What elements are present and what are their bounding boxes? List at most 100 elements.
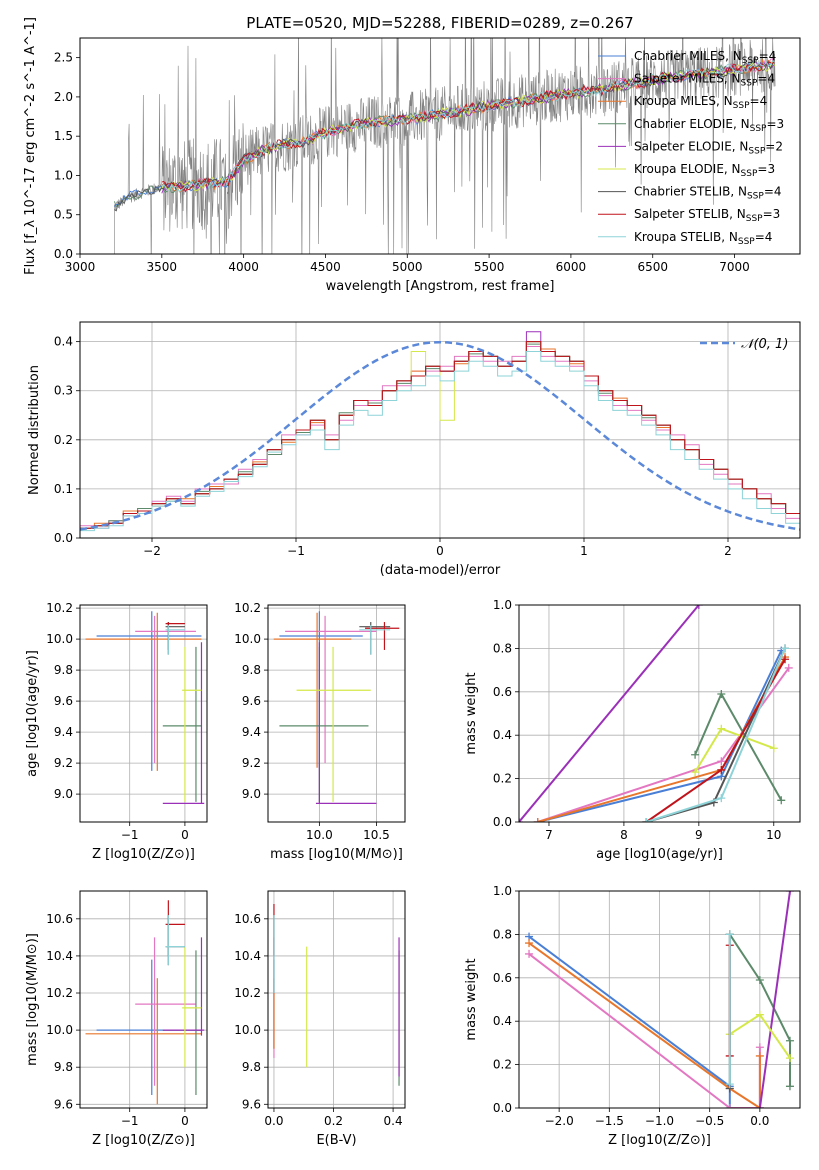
weight-marker [725, 1080, 734, 1089]
y-tick-label: 9.8 [54, 663, 73, 677]
weight-marker [755, 1051, 764, 1060]
weight-marker [785, 1036, 794, 1045]
plot-frame [518, 604, 801, 823]
y-tick-label: 0.6 [493, 971, 512, 985]
errorbar-chabrier-miles [96, 611, 202, 771]
y-tick-label: 0.2 [493, 772, 512, 786]
y-tick-label: 10.4 [46, 949, 73, 963]
y-tick-label: 9.8 [242, 1060, 261, 1074]
y-tick-label: 9.8 [54, 1060, 73, 1074]
y-tick-label: 9.0 [242, 787, 261, 801]
histogram-kroupa-stelib [80, 351, 800, 538]
errorbar-salpeter-elodie [162, 642, 205, 805]
y-axis-label: mass weight [464, 672, 479, 754]
y-tick-label: 10.0 [234, 1023, 261, 1037]
mass-weight-vs-age-plot-area [519, 605, 793, 822]
errorbar-salpeter-miles [285, 615, 377, 764]
mass-vs-EBV-panel: 0.0 0.2 0.4 9.6 9.8 10.0 10.2 10.4 10.6 E(B-V) [234, 890, 406, 1148]
y-tick-label: 10.2 [234, 986, 261, 1000]
x-axis-label: Z [log10(Z/Z⊙)] [92, 1133, 195, 1148]
x-tick-label: 0.0 [750, 1114, 769, 1128]
x-tick-label: −1 [121, 828, 139, 842]
weights-chabrier-miles [525, 932, 764, 1108]
weight-marker [717, 689, 726, 698]
x-tick-label: −1 [287, 544, 305, 558]
y-tick-label: 0.5 [54, 208, 73, 222]
normal-curve [80, 340, 800, 531]
errorbar-kroupa-elodie [182, 646, 202, 802]
errorbar-salpeter-elodie [315, 642, 377, 805]
legend-label: 𝒩(0, 1) [741, 337, 788, 352]
weight-line [758, 891, 791, 1108]
weight-marker [755, 1010, 764, 1019]
legend-label: Salpeter ELODIE, NSSP=2 [634, 139, 783, 156]
y-tick-label: 0.4 [493, 728, 512, 742]
y-tick-label: 0.4 [493, 1014, 512, 1028]
y-tick-label: 10.6 [234, 912, 261, 926]
errorbar-salpeter-miles [135, 937, 196, 1086]
y-tick-label: 9.6 [242, 694, 261, 708]
legend-label: Chabrier MILES, NSSP=4 [634, 49, 776, 66]
mass-weight-vs-Z-plot-area [525, 891, 794, 1108]
errorbar-kroupa-stelib [165, 625, 185, 655]
model-spectrum-chabrier-miles [114, 61, 775, 207]
weight-marker [725, 1104, 734, 1108]
errorbar-chabrier-elodie [162, 646, 202, 802]
weights-salpeter-miles [533, 663, 793, 822]
y-tick-label: 0.1 [54, 482, 73, 496]
x-tick-label: 7 [545, 828, 553, 842]
errorbar-kroupa-stelib [165, 915, 185, 966]
age-vs-Z-panel: −1 0 9.0 9.2 9.4 9.6 9.8 10.0 10.2 Z [log10(Z/Z⊙)… [25, 601, 208, 862]
weight-line [528, 935, 760, 1108]
y-tick-label: 10.0 [46, 1023, 73, 1037]
weight-marker [642, 818, 651, 822]
weights-chabrier-elodie [691, 689, 786, 805]
legend-label: Chabrier ELODIE, NSSP=3 [634, 117, 784, 134]
x-tick-label: 3000 [65, 260, 96, 274]
x-tick-label: 7000 [719, 260, 750, 274]
legend-label: Kroupa MILES, NSSP=4 [634, 94, 767, 111]
age-vs-mass-panel: 10.0 10.5 9.0 9.2 9.4 9.6 9.8 10.0 10.2 mass [log… [234, 601, 406, 862]
errorbar-chabrier-stelib [359, 622, 391, 655]
weight-marker [533, 818, 542, 822]
weight-line [728, 933, 791, 1087]
y-tick-label: 0.3 [54, 384, 73, 398]
errorbar-kroupa-stelib [359, 625, 391, 655]
weight-marker [525, 939, 534, 948]
y-tick-label: 9.4 [54, 725, 73, 739]
y-tick-label: 0.0 [493, 815, 512, 829]
legend-label: Kroupa STELIB, NSSP=4 [634, 230, 772, 247]
y-tick-label: 9.4 [242, 725, 261, 739]
y-tick-label: 1.0 [493, 598, 512, 612]
errorbar-kroupa-elodie [296, 646, 371, 802]
y-tick-label: 9.2 [54, 756, 73, 770]
y-tick-label: 10.0 [234, 632, 261, 646]
weights-kroupa-miles [525, 939, 764, 1108]
weight-marker [691, 750, 700, 759]
weight-marker [784, 663, 793, 672]
x-tick-label: −1.5 [595, 1114, 624, 1128]
age-vs-mass-plot-area [273, 611, 400, 805]
y-axis-label: age [log10(age/yr)] [25, 650, 40, 777]
errorbar-chabrier-miles [96, 959, 202, 1096]
weight-marker [777, 796, 786, 805]
spectrum-legend: Chabrier MILES, NSSP=4 Salpeter MILES, NS… [598, 49, 784, 247]
y-tick-label: 0.2 [493, 1058, 512, 1072]
weight-marker [694, 605, 703, 609]
x-tick-label: 9 [695, 828, 703, 842]
figure-title: PLATE=0520, MJD=52288, FIBERID=0289, z=0… [246, 14, 633, 32]
y-tick-label: 1.0 [54, 168, 73, 182]
plot-frame [267, 604, 406, 823]
legend-label: Salpeter MILES, NSSP=4 [634, 72, 775, 89]
x-tick-label: −2.0 [545, 1114, 574, 1128]
weight-marker [525, 949, 534, 958]
plot-frame [79, 321, 801, 539]
model-spectrum-salpeter-stelib [161, 60, 775, 193]
age-vs-Z-plot-area [85, 611, 205, 805]
weight-marker [717, 724, 726, 733]
model-spectrum-kroupa-stelib [161, 60, 775, 193]
weights-kroupa-stelib [725, 930, 734, 1089]
x-axis-label: mass [log10(M/M⊙)] [270, 847, 403, 862]
x-tick-label: 4000 [228, 260, 259, 274]
weights-salpeter-elodie [519, 605, 703, 822]
